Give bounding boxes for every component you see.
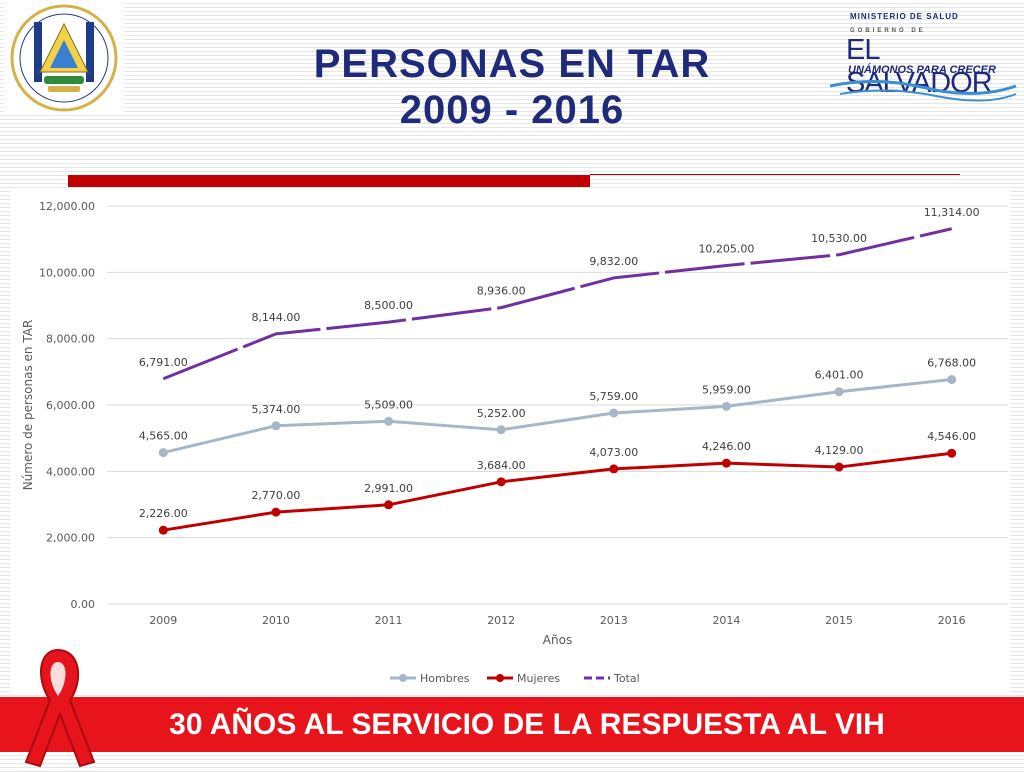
data-point [834, 462, 844, 472]
data-point [947, 375, 957, 385]
data-point [384, 500, 394, 510]
y-tick-label: 10,000.00 [39, 266, 95, 279]
ministry-label: MINISTERIO DE SALUD [850, 12, 959, 21]
data-point [384, 416, 394, 426]
data-label: 8,144.00 [251, 311, 300, 324]
legend-label: Total [613, 672, 640, 685]
data-label: 5,252.00 [477, 407, 526, 420]
data-point [158, 525, 168, 535]
data-label: 10,205.00 [698, 243, 754, 256]
data-label: 6,791.00 [139, 356, 188, 369]
data-point [496, 477, 506, 487]
legend-label: Hombres [420, 672, 470, 685]
data-label: 8,500.00 [364, 299, 413, 312]
chart-area [10, 190, 1010, 692]
footer-banner: 30 AÑOS AL SERVICIO DE LA RESPUESTA AL V… [0, 697, 1024, 752]
y-tick-label: 4,000.00 [46, 465, 95, 478]
x-tick-label: 2012 [487, 614, 515, 627]
coat-of-arms-icon [10, 4, 118, 112]
waves-icon [829, 80, 1017, 102]
data-label: 5,509.00 [364, 398, 413, 411]
slogan-label: UNÁMONOS PARA CRECER [848, 64, 996, 76]
data-label: 2,770.00 [251, 489, 300, 502]
data-point [496, 425, 506, 435]
series-line-hombres [162, 378, 952, 455]
data-point [271, 507, 281, 517]
data-label: 11,314.00 [924, 206, 980, 219]
y-tick-label: 2,000.00 [46, 532, 95, 545]
y-tick-label: 8,000.00 [46, 333, 95, 346]
data-point [609, 408, 619, 418]
awareness-ribbon-icon [24, 648, 96, 768]
data-label: 10,530.00 [811, 232, 867, 245]
data-label: 4,546.00 [927, 430, 976, 443]
x-tick-label: 2013 [600, 614, 628, 627]
x-tick-label: 2009 [149, 614, 177, 627]
data-label: 2,991.00 [364, 482, 413, 495]
x-tick-label: 2015 [825, 614, 853, 627]
data-label: 4,565.00 [139, 430, 188, 443]
x-tick-label: 2016 [938, 614, 966, 627]
legend-label: Mujeres [517, 672, 560, 685]
series-line-mujeres [163, 451, 952, 532]
data-label: 5,959.00 [702, 383, 751, 396]
gobierno-el-salvador-logo: MINISTERIO DE SALUD GOBIERNO DE EL SALVA… [826, 6, 1020, 104]
y-tick-label: 6,000.00 [46, 399, 95, 412]
slide-title: PERSONAS EN TAR [313, 42, 711, 86]
title-underline-line [590, 174, 960, 175]
data-label: 2,226.00 [139, 507, 188, 520]
y-tick-label: 12,000.00 [39, 200, 95, 213]
legend-marker [496, 674, 504, 682]
x-tick-label: 2011 [375, 614, 403, 627]
data-label: 4,246.00 [702, 440, 751, 453]
data-label: 5,759.00 [589, 390, 638, 403]
data-label: 6,768.00 [927, 357, 976, 370]
y-axis-title: Número de personas en TAR [21, 320, 35, 491]
x-tick-label: 2010 [262, 614, 290, 627]
data-point [947, 448, 957, 458]
data-label: 8,936.00 [477, 285, 526, 298]
coat-of-arms-logo [4, 2, 124, 114]
series-line-total [162, 227, 953, 381]
data-label: 5,374.00 [251, 403, 300, 416]
data-label: 3,684.00 [477, 459, 526, 472]
data-point [158, 448, 168, 458]
data-label: 4,129.00 [815, 444, 864, 457]
data-point [721, 401, 731, 411]
data-point [271, 421, 281, 431]
y-tick-label: 0.00 [71, 598, 96, 611]
gobierno-label: GOBIERNO DE [850, 28, 926, 34]
ribbon-logo [8, 640, 108, 768]
data-label: 4,073.00 [589, 446, 638, 459]
title-underline-bar [68, 175, 590, 187]
x-tick-label: 2014 [712, 614, 740, 627]
data-point [834, 387, 844, 397]
data-label: 9,832.00 [589, 255, 638, 268]
data-point [721, 458, 731, 468]
banner-text: 30 AÑOS AL SERVICIO DE LA RESPUESTA AL V… [169, 708, 885, 741]
slide-subtitle: 2009 - 2016 [399, 88, 625, 132]
x-axis-title: Años [543, 633, 572, 647]
legend-marker [399, 674, 407, 682]
data-point [609, 464, 619, 474]
data-label: 6,401.00 [815, 369, 864, 382]
